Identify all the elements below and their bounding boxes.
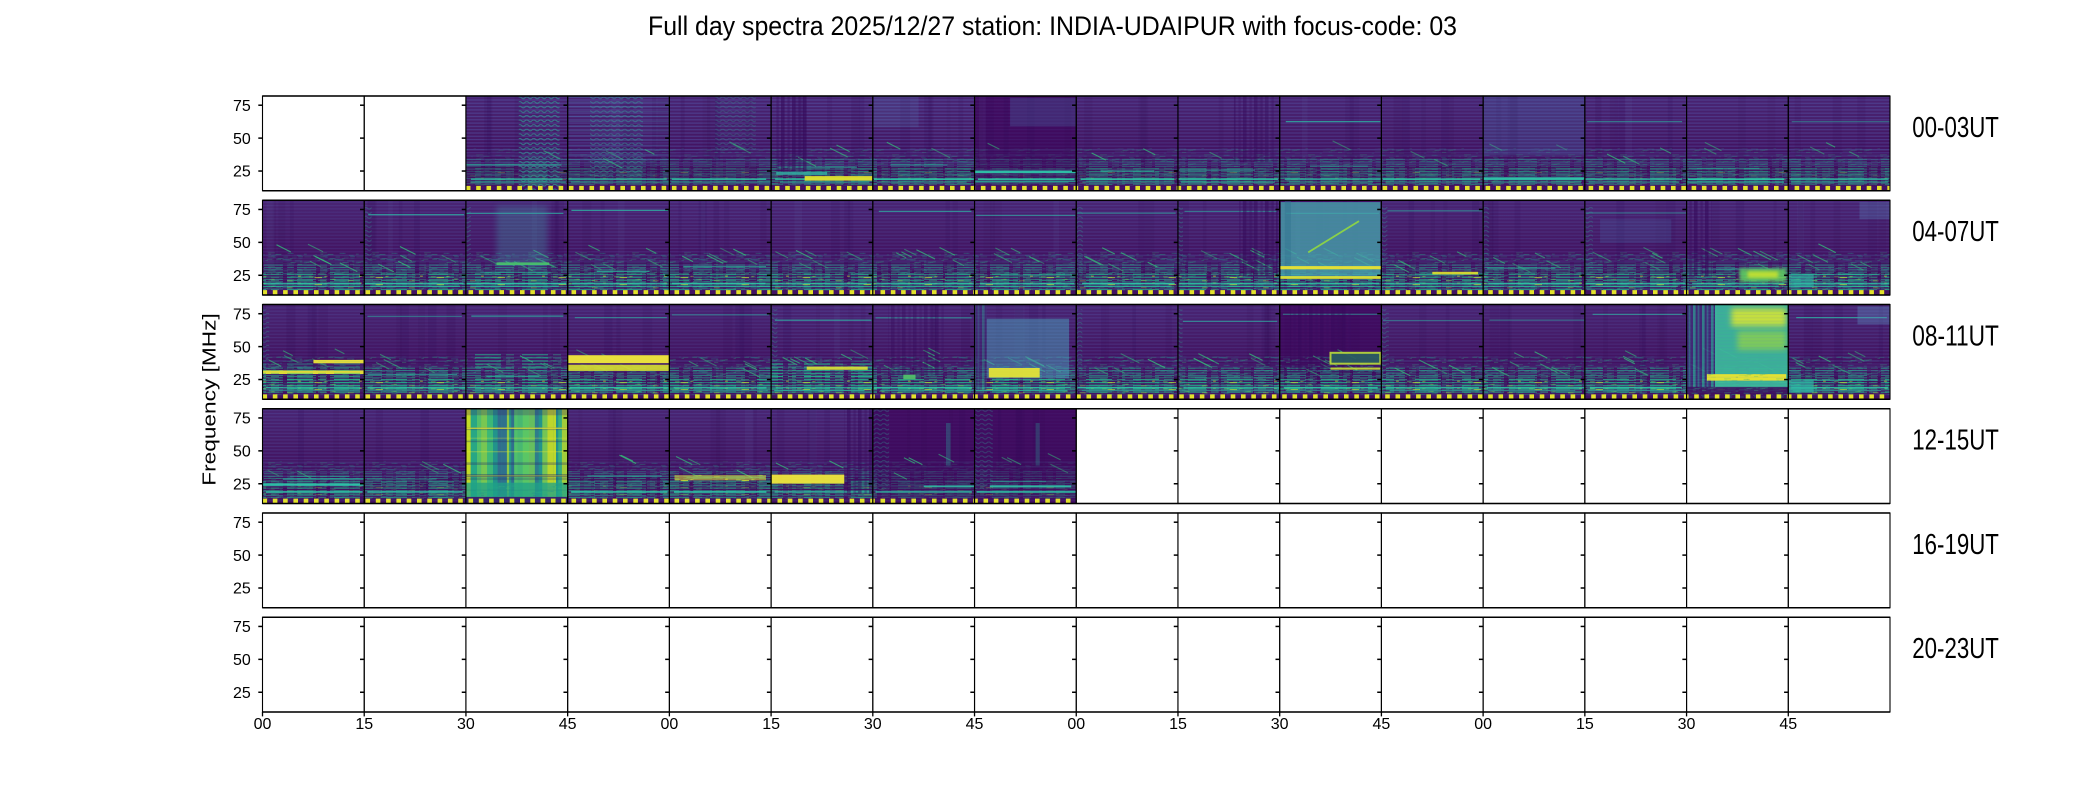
svg-text:Frequency [MHz]: Frequency [MHz] [199, 313, 220, 486]
svg-text:50: 50 [233, 652, 251, 669]
svg-text:Full day spectra 2025/12/27 st: Full day spectra 2025/12/27 station: IND… [648, 11, 1457, 41]
svg-text:30: 30 [864, 716, 882, 733]
svg-text:50: 50 [233, 235, 251, 252]
svg-text:20-23UT: 20-23UT [1912, 633, 1999, 665]
svg-text:50: 50 [233, 444, 251, 461]
svg-text:45: 45 [966, 716, 984, 733]
svg-text:75: 75 [233, 306, 251, 323]
svg-text:12-15UT: 12-15UT [1912, 425, 1999, 457]
svg-text:25: 25 [233, 476, 251, 493]
svg-text:00: 00 [1474, 716, 1492, 733]
svg-text:50: 50 [233, 339, 251, 356]
svg-text:30: 30 [1271, 716, 1289, 733]
svg-text:50: 50 [233, 131, 251, 148]
svg-text:75: 75 [233, 619, 251, 636]
svg-text:75: 75 [233, 515, 251, 532]
svg-text:30: 30 [457, 716, 475, 733]
svg-text:75: 75 [233, 202, 251, 219]
svg-text:00: 00 [1067, 716, 1085, 733]
svg-text:08-11UT: 08-11UT [1912, 320, 1999, 352]
svg-text:25: 25 [233, 685, 251, 702]
svg-text:00: 00 [660, 716, 678, 733]
svg-text:25: 25 [233, 372, 251, 389]
svg-text:16-19UT: 16-19UT [1912, 529, 1999, 561]
svg-text:00-03UT: 00-03UT [1912, 112, 1999, 144]
svg-text:15: 15 [355, 716, 373, 733]
svg-text:45: 45 [1373, 716, 1391, 733]
svg-text:45: 45 [559, 716, 577, 733]
svg-text:15: 15 [1169, 716, 1187, 733]
svg-text:15: 15 [762, 716, 780, 733]
svg-text:25: 25 [233, 164, 251, 181]
svg-text:04-07UT: 04-07UT [1912, 216, 1999, 248]
svg-text:00: 00 [254, 716, 272, 733]
svg-text:75: 75 [233, 98, 251, 115]
svg-text:50: 50 [233, 548, 251, 565]
svg-text:25: 25 [233, 268, 251, 285]
svg-text:45: 45 [1779, 716, 1797, 733]
svg-text:75: 75 [233, 411, 251, 428]
svg-text:25: 25 [233, 581, 251, 598]
svg-text:15: 15 [1576, 716, 1594, 733]
svg-text:30: 30 [1678, 716, 1696, 733]
